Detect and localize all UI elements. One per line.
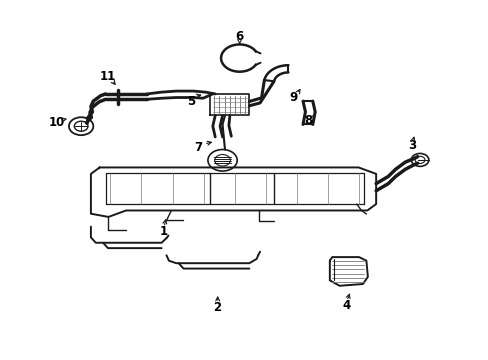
Text: 6: 6 bbox=[235, 30, 243, 43]
Text: 5: 5 bbox=[186, 95, 195, 108]
Text: 7: 7 bbox=[194, 141, 202, 154]
Text: 3: 3 bbox=[408, 139, 416, 152]
Text: 10: 10 bbox=[48, 116, 65, 129]
Text: 9: 9 bbox=[288, 91, 297, 104]
Text: 4: 4 bbox=[342, 299, 350, 312]
Text: 1: 1 bbox=[160, 225, 168, 238]
Text: 11: 11 bbox=[100, 69, 116, 82]
Text: 2: 2 bbox=[213, 301, 221, 314]
Text: 8: 8 bbox=[303, 114, 311, 127]
